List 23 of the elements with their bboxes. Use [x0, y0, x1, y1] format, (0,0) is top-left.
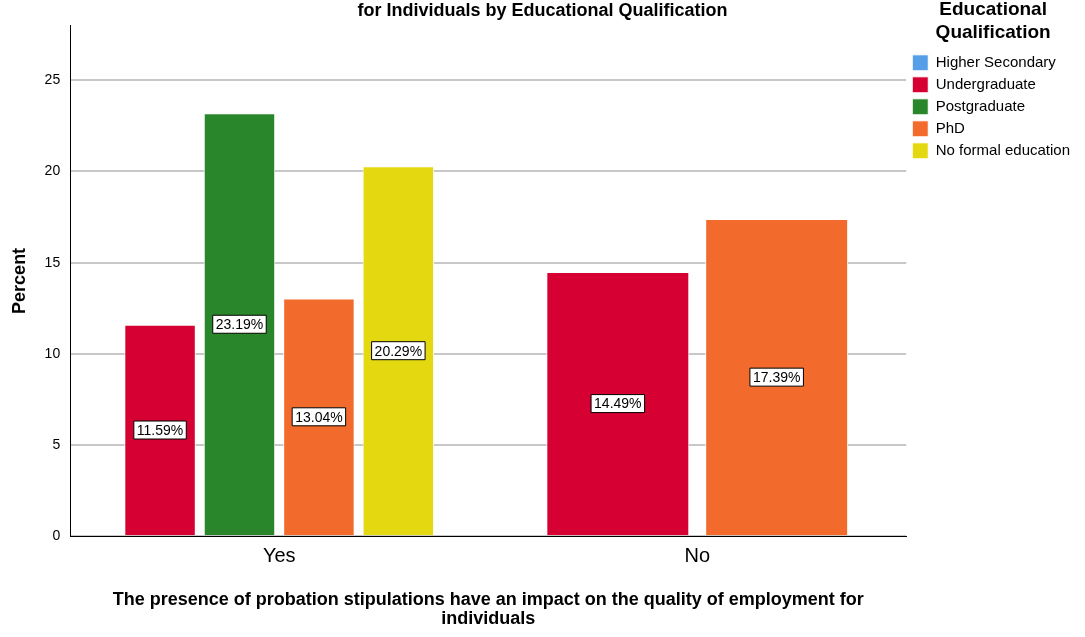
x-axis-title: The presence of probation stipulations have an impact on the quality of employment for individuals: [112, 588, 864, 628]
y-tick-label: 5: [52, 435, 61, 452]
data-label: 14.49%: [594, 395, 642, 412]
legend-label: No formal education: [935, 140, 1071, 158]
x-tick-label: No: [684, 543, 711, 566]
y-axis-title: Percent: [8, 247, 29, 314]
y-tick-label: 0: [52, 527, 61, 544]
data-label: 20.29%: [374, 342, 423, 359]
y-tick-label: 25: [44, 71, 61, 88]
data-label: 23.19%: [215, 316, 264, 333]
y-tick-label: 15: [44, 253, 61, 270]
data-label: 11.59%: [136, 421, 184, 438]
data-label: 17.39%: [752, 369, 801, 385]
legend-title: Educational Qualification: [935, 0, 1051, 42]
data-label: 13.04%: [295, 408, 343, 425]
y-tick-label: 10: [44, 344, 61, 361]
legend-label: PhD: [935, 118, 966, 136]
x-tick-label: Yes: [262, 543, 296, 566]
y-tick-label: 20: [44, 162, 61, 179]
legend-label: Higher Secondary: [935, 52, 1057, 70]
legend-label: Undergraduate: [935, 74, 1036, 92]
legend-label: Postgraduate: [935, 96, 1025, 114]
chart-title: for Individuals by Educational Qualification: [357, 0, 728, 20]
